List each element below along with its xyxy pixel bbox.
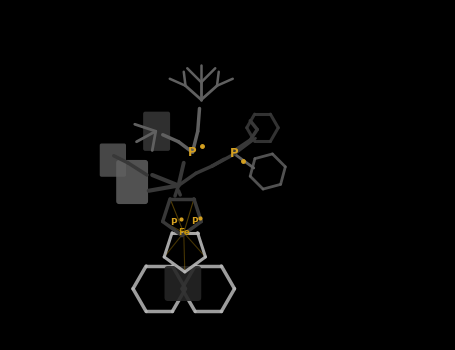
Text: P: P <box>188 146 197 159</box>
Text: P: P <box>191 217 197 226</box>
FancyBboxPatch shape <box>165 266 201 301</box>
FancyBboxPatch shape <box>143 112 170 151</box>
Text: Fe: Fe <box>178 228 190 237</box>
Text: P: P <box>230 147 239 161</box>
Text: P: P <box>170 218 177 227</box>
FancyBboxPatch shape <box>100 144 126 177</box>
FancyBboxPatch shape <box>116 160 148 204</box>
